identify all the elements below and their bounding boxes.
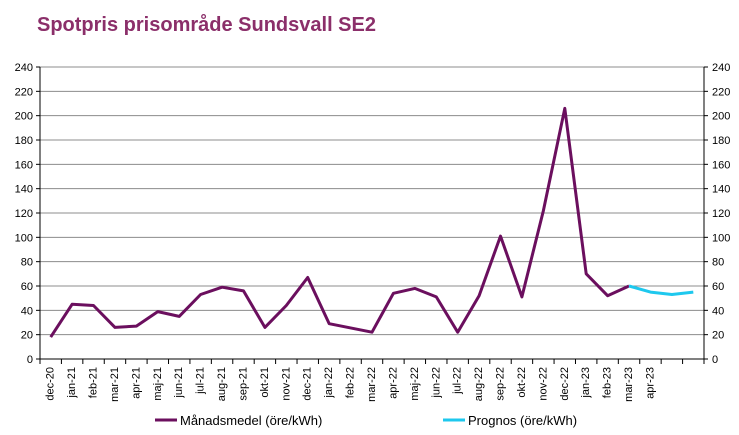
x-tick-label: nov-22 (537, 367, 549, 401)
y-tick-label: 120 (15, 208, 33, 220)
y-tick-label: 200 (712, 111, 730, 123)
y-tick-label: 100 (15, 232, 33, 244)
y-tick-label: 240 (15, 62, 33, 74)
x-tick-label: mar-22 (366, 367, 378, 402)
x-tick-label: apr-22 (387, 367, 399, 399)
y-tick-label: 0 (27, 354, 33, 366)
x-tick-label: aug-22 (473, 367, 485, 401)
y-tick-label: 180 (15, 135, 33, 147)
x-tick-label: sep-21 (237, 367, 249, 401)
y-tick-label: 200 (15, 111, 33, 123)
series-lines (49, 106, 694, 338)
y-tick-label: 40 (712, 305, 724, 317)
x-tick-label: maj-22 (409, 367, 421, 401)
y-tick-label: 20 (712, 330, 724, 342)
x-tick-label: okt-21 (259, 367, 271, 398)
y-tick-label: 80 (21, 257, 33, 269)
x-tick-label: aug-21 (216, 367, 228, 401)
y-tick-label: 120 (712, 208, 730, 220)
x-tick-label: jul-21 (195, 367, 207, 395)
y-tick-label: 240 (712, 62, 730, 74)
x-tick-label: apr-23 (644, 367, 656, 399)
x-tick-label: jan-21 (66, 367, 78, 399)
y-tick-label: 220 (15, 86, 33, 98)
x-tick-label: jan-22 (323, 367, 335, 399)
y-axis-right-labels: 0 20 40 60 80 100 120 140 160 180 200 220 240 (712, 62, 730, 366)
x-tick-label: nov-21 (280, 367, 292, 401)
y-tick-label: 180 (712, 135, 730, 147)
legend-label: Månadsmedel (öre/kWh) (180, 413, 322, 428)
series-line (49, 106, 630, 338)
x-tick-label: dec-21 (302, 367, 314, 401)
x-tick-label: mar-21 (109, 367, 121, 402)
chart-title: Spotpris prisområde Sundsvall SE2 (37, 14, 376, 36)
series-line (628, 284, 694, 296)
x-tick-label: jul-22 (452, 367, 464, 395)
y-tick-label: 160 (712, 159, 730, 171)
y-tick-label: 220 (712, 86, 730, 98)
x-tick-label: dec-22 (559, 367, 571, 401)
x-tick-label: mar-23 (623, 367, 635, 402)
x-axis: dec-20 jan-21 feb-21 mar-21 apr-21 maj-21 jun-… (39, 359, 705, 402)
y-tick-label: 100 (712, 232, 730, 244)
x-tick-label: dec-20 (45, 367, 57, 401)
y-tick-label: 140 (712, 184, 730, 196)
y-tick-label: 40 (21, 305, 33, 317)
y-tick-label: 160 (15, 159, 33, 171)
y-tick-label: 60 (21, 281, 33, 293)
x-tick-label: feb-22 (345, 367, 357, 398)
x-tick-label: maj-21 (152, 367, 164, 401)
x-tick-label: sep-22 (495, 367, 507, 401)
y-tick-label: 0 (712, 354, 718, 366)
y-tick-label: 140 (15, 184, 33, 196)
x-tick-label: jun-22 (430, 367, 442, 399)
x-tick-label: jan-23 (580, 367, 592, 399)
y-tick-label: 80 (712, 257, 724, 269)
legend: Månadsmedel (öre/kWh) Prognos (öre/kWh) (155, 413, 577, 428)
legend-label: Prognos (öre/kWh) (468, 413, 577, 428)
x-tick-label: jun-21 (173, 367, 185, 399)
gridlines (36, 66, 708, 360)
x-tick-label: feb-21 (88, 367, 100, 398)
y-tick-label: 60 (712, 281, 724, 293)
series-group (49, 106, 630, 338)
y-tick-label: 20 (21, 330, 33, 342)
series-group (628, 284, 694, 296)
y-axis-left-labels: 0 20 40 60 80 100 120 140 160 180 200 220 240 (15, 62, 33, 366)
x-tick-label: apr-21 (130, 367, 142, 399)
x-tick-label: okt-22 (516, 367, 528, 398)
x-tick-label: feb-23 (602, 367, 614, 398)
